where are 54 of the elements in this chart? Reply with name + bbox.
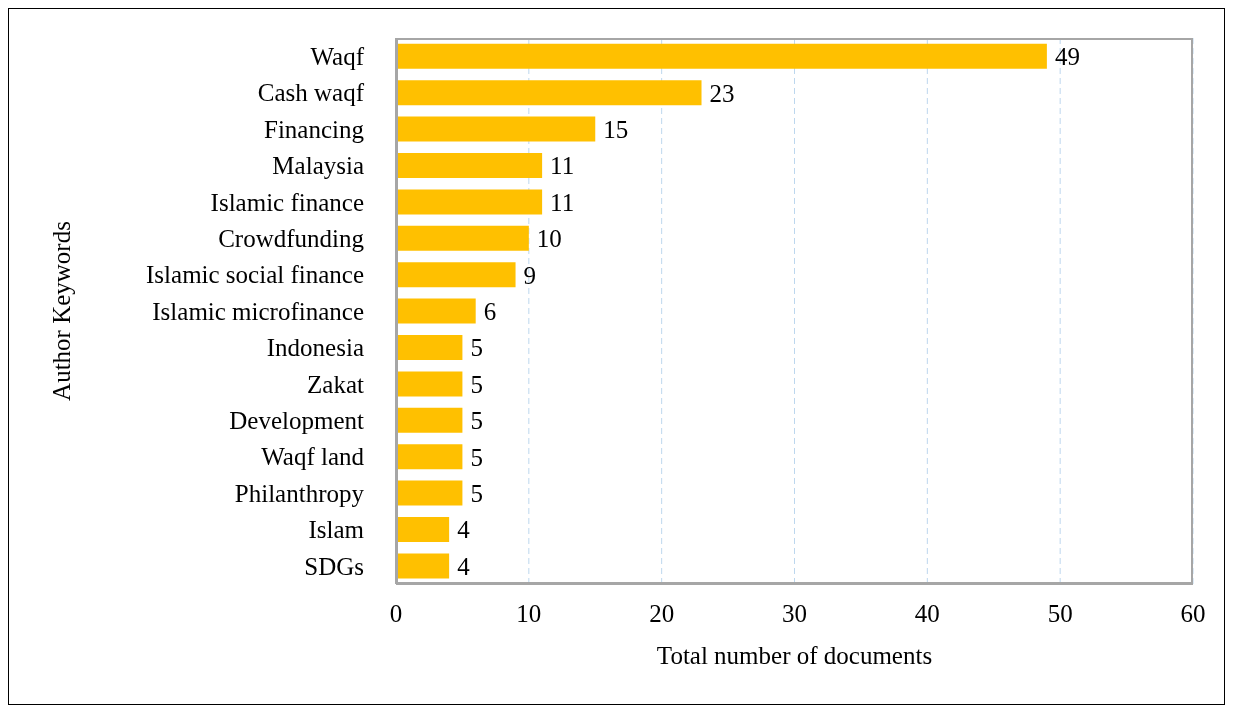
x-tick-label: 0 — [389, 599, 403, 627]
x-tick-label: 60 — [1180, 599, 1206, 627]
data-label: 15 — [603, 116, 629, 143]
data-label: 10 — [536, 225, 562, 253]
bar — [396, 189, 543, 215]
y-tick-label: SDGs — [304, 552, 364, 580]
data-label: 49 — [1054, 43, 1080, 71]
y-tick-label: Zakat — [307, 370, 365, 398]
data-label: 5 — [470, 370, 483, 398]
bar — [396, 407, 463, 433]
y-tick-label: Crowdfunding — [218, 225, 365, 253]
bar — [396, 480, 463, 506]
bar — [396, 335, 463, 361]
data-label: 11 — [550, 152, 575, 180]
data-label: 5 — [470, 480, 483, 507]
data-label: 5 — [470, 334, 483, 362]
y-tick-label: Financing — [264, 115, 365, 143]
y-tick-label: Philanthropy — [234, 479, 365, 507]
bar — [396, 80, 702, 106]
y-tick-label: Islam — [308, 516, 365, 544]
data-label: 9 — [523, 261, 537, 289]
x-tick-label: 40 — [914, 599, 940, 627]
bar — [396, 225, 529, 251]
x-tick-label: 50 — [1047, 599, 1073, 627]
y-tick-label: Malaysia — [272, 152, 364, 180]
data-label: 11 — [550, 188, 575, 216]
bar — [396, 153, 543, 179]
y-tick-label: Waqf — [310, 43, 365, 71]
bar — [396, 444, 463, 470]
data-label: 4 — [457, 516, 471, 544]
data-label: 6 — [483, 298, 497, 325]
y-axis-title: Author Keywords — [47, 221, 75, 401]
bar — [396, 298, 476, 324]
data-label: 23 — [709, 79, 735, 107]
bar — [396, 517, 450, 543]
y-tick-label: Islamic social finance — [146, 261, 364, 289]
x-tick-label: 30 — [782, 599, 807, 627]
x-axis-title: Total number of documents — [656, 642, 933, 669]
y-tick-label: Waqf land — [261, 443, 365, 471]
data-label: 5 — [470, 443, 483, 471]
y-tick-label: Cash waqf — [257, 79, 365, 107]
x-tick-label: 10 — [516, 599, 542, 627]
x-tick-label: 20 — [649, 599, 675, 627]
bar — [396, 116, 596, 142]
y-tick-label: Development — [229, 407, 365, 435]
bar — [396, 371, 463, 397]
bar — [396, 43, 1047, 69]
y-tick-label: Islamic finance — [210, 188, 364, 216]
data-label: 5 — [470, 407, 483, 435]
data-label: 4 — [457, 552, 471, 580]
bar — [396, 553, 450, 579]
y-tick-label: Islamic microfinance — [152, 297, 364, 325]
bar — [396, 262, 516, 288]
y-tick-label: Indonesia — [266, 334, 364, 362]
